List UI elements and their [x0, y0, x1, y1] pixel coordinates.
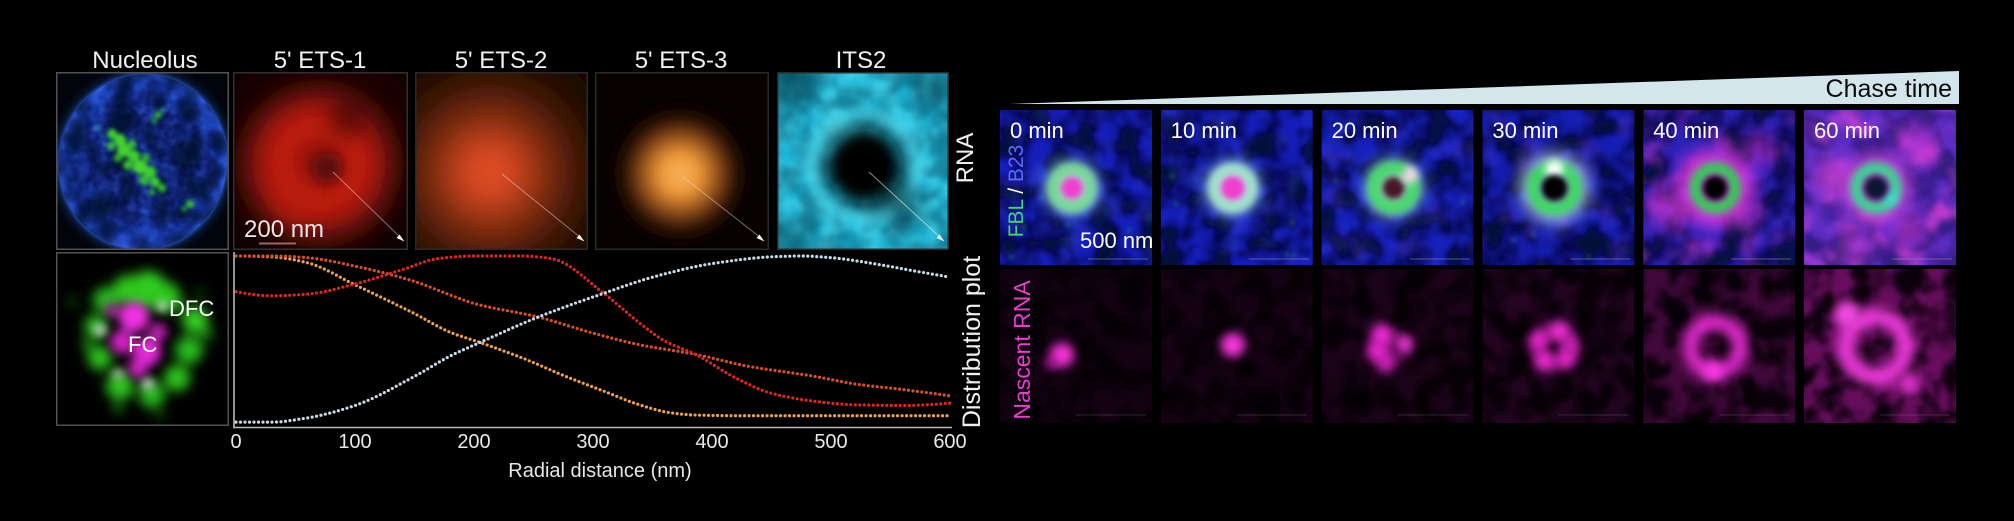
svg-text:Chase time: Chase time: [1826, 75, 1952, 103]
svg-text:10 min: 10 min: [1171, 118, 1237, 143]
svg-text:40 min: 40 min: [1653, 118, 1719, 143]
svg-text:Radial distance (nm): Radial distance (nm): [508, 460, 691, 482]
svg-text:200: 200: [457, 431, 490, 453]
svg-text:RNA: RNA: [952, 133, 979, 184]
svg-text:0 min: 0 min: [1010, 118, 1064, 143]
svg-text:500: 500: [814, 431, 847, 453]
svg-text:5' ETS-2: 5' ETS-2: [455, 47, 548, 74]
svg-text:500 nm: 500 nm: [1080, 228, 1153, 253]
svg-text:DFC: DFC: [169, 296, 214, 321]
svg-text:400: 400: [695, 431, 728, 453]
svg-text:30 min: 30 min: [1492, 118, 1558, 143]
svg-text:5' ETS-3: 5' ETS-3: [635, 47, 728, 74]
svg-text:200 nm: 200 nm: [244, 216, 324, 243]
svg-text:Nucleolus: Nucleolus: [92, 47, 197, 74]
svg-text:FC: FC: [128, 332, 157, 357]
svg-text:ITS2: ITS2: [836, 47, 887, 74]
svg-text:600: 600: [933, 431, 966, 453]
svg-text:Nascent RNA: Nascent RNA: [1009, 280, 1035, 420]
svg-text:5' ETS-1: 5' ETS-1: [274, 47, 367, 74]
svg-text:Distribution plot: Distribution plot: [958, 256, 986, 428]
svg-text:FBL / B23: FBL / B23: [1005, 145, 1028, 238]
svg-text:20 min: 20 min: [1332, 118, 1398, 143]
svg-text:60 min: 60 min: [1814, 118, 1880, 143]
svg-text:100: 100: [338, 431, 371, 453]
svg-text:0: 0: [230, 431, 241, 453]
svg-text:300: 300: [576, 431, 609, 453]
